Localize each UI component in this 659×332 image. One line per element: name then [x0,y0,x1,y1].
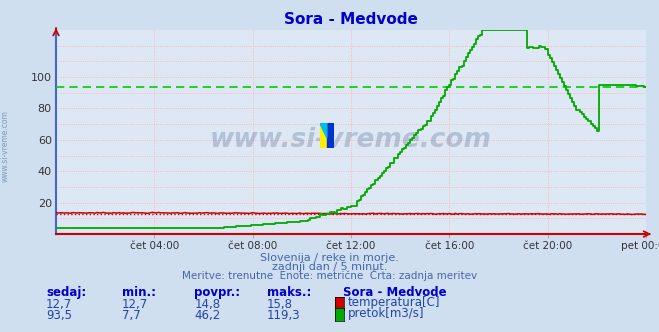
Text: sedaj:: sedaj: [46,286,86,299]
Text: 12,7: 12,7 [122,298,148,311]
Text: 14,8: 14,8 [194,298,221,311]
Text: 119,3: 119,3 [267,309,301,322]
Text: Slovenija / reke in morje.: Slovenija / reke in morje. [260,253,399,263]
Bar [320,123,327,148]
Text: 93,5: 93,5 [46,309,72,322]
Text: pretok[m3/s]: pretok[m3/s] [348,307,424,320]
Bar [327,123,334,148]
Text: povpr.:: povpr.: [194,286,241,299]
Text: 12,7: 12,7 [46,298,72,311]
Text: Meritve: trenutne  Enote: metrične  Črta: zadnja meritev: Meritve: trenutne Enote: metrične Črta: … [182,269,477,281]
Text: maks.:: maks.: [267,286,311,299]
Text: temperatura[C]: temperatura[C] [348,296,440,309]
Polygon shape [320,123,327,138]
Text: 15,8: 15,8 [267,298,293,311]
Text: www.si-vreme.com: www.si-vreme.com [1,110,10,182]
Title: Sora - Medvode: Sora - Medvode [284,12,418,27]
Text: zadnji dan / 5 minut.: zadnji dan / 5 minut. [272,262,387,272]
Text: www.si-vreme.com: www.si-vreme.com [210,127,492,153]
Text: 46,2: 46,2 [194,309,221,322]
Text: 7,7: 7,7 [122,309,140,322]
Text: min.:: min.: [122,286,156,299]
Text: Sora - Medvode: Sora - Medvode [343,286,446,299]
